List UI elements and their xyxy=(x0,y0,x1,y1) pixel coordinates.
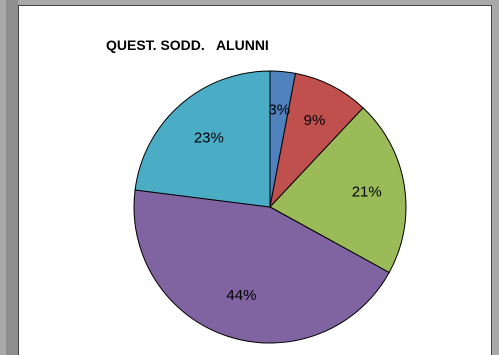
frame-border xyxy=(6,0,18,355)
chart-title: QUEST. SODD. ALUNNI xyxy=(106,37,269,53)
pie-slice-3 xyxy=(269,107,407,274)
slice-label-5: 23% xyxy=(194,130,224,147)
slice-label-3: 21% xyxy=(352,184,382,201)
slice-label-4: 44% xyxy=(226,287,256,304)
slice-label-2: 9% xyxy=(304,112,326,129)
pie-slice-4 xyxy=(133,189,390,344)
pie-slice-5 xyxy=(134,70,271,208)
slice-label-1: 3% xyxy=(268,102,290,119)
